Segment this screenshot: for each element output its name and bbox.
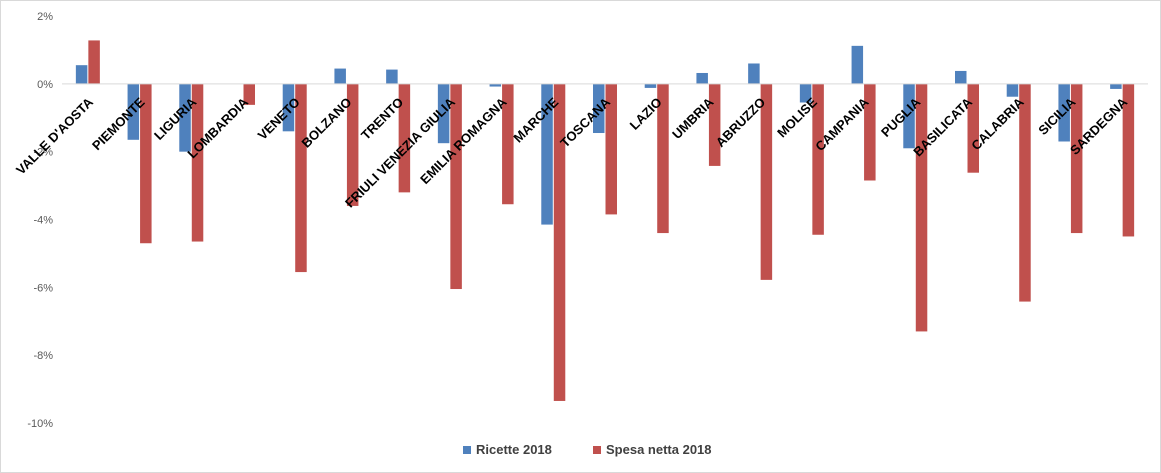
category-label: TOSCANA xyxy=(557,94,613,150)
category-label: PIEMONTE xyxy=(89,94,148,153)
legend-swatch-0 xyxy=(463,446,471,454)
spesa-bar-10 xyxy=(605,83,617,215)
spesa-bar-16 xyxy=(915,83,928,332)
ricette-bar-10 xyxy=(593,83,605,134)
spesa-bar-6 xyxy=(398,83,411,193)
ricette-bar-7 xyxy=(437,83,450,144)
category-label: ABRUZZO xyxy=(713,95,769,151)
spesa-bar-1 xyxy=(140,83,152,244)
spesa-bar-8 xyxy=(502,83,514,205)
legend-label-0: Ricette 2018 xyxy=(476,442,552,457)
ricette-bar-12 xyxy=(696,72,708,84)
ricette-bar-15 xyxy=(851,45,864,84)
ricette-bar-1 xyxy=(127,83,140,140)
spesa-bar-18 xyxy=(1019,83,1031,302)
spesa-bar-20 xyxy=(1122,83,1135,237)
y-tick-label: 0% xyxy=(37,79,53,91)
legend-label-1: Spesa netta 2018 xyxy=(606,442,712,457)
ricette-bar-4 xyxy=(282,83,295,132)
spesa-bar-15 xyxy=(864,83,876,181)
ricette-bar-19 xyxy=(1058,83,1070,142)
ricette-bar-17 xyxy=(955,70,967,84)
ricette-bar-5 xyxy=(334,68,346,84)
ricette-bar-16 xyxy=(903,83,915,149)
y-tick-label: -10% xyxy=(27,418,53,430)
spesa-bar-5 xyxy=(346,83,359,206)
spesa-bar-19 xyxy=(1070,83,1083,234)
spesa-bar-12 xyxy=(708,83,721,166)
ricette-bar-14 xyxy=(799,83,812,103)
spesa-bar-4 xyxy=(295,83,307,273)
category-label: EMILIA ROMAGNA xyxy=(417,94,510,187)
ricette-bar-20 xyxy=(1110,83,1122,89)
spesa-bar-7 xyxy=(450,83,462,290)
y-tick-label: -4% xyxy=(33,215,53,227)
spesa-bar-13 xyxy=(760,83,773,280)
spesa-bar-11 xyxy=(657,83,669,234)
y-tick-label: -8% xyxy=(33,350,53,362)
ricette-bar-6 xyxy=(386,69,398,84)
spesa-bar-2 xyxy=(191,83,204,242)
category-label: BOLZANO xyxy=(298,95,354,151)
legend-swatch-1 xyxy=(593,446,601,454)
ricette-bar-0 xyxy=(75,65,88,84)
spesa-bar-14 xyxy=(812,83,824,235)
ricette-bar-8 xyxy=(489,83,502,87)
ricette-bar-2 xyxy=(179,83,191,152)
spesa-bar-9 xyxy=(553,83,566,401)
y-tick-label: 2% xyxy=(37,11,53,23)
category-label: VALLE D'AOSTA xyxy=(13,94,96,177)
ricette-bar-13 xyxy=(748,63,760,84)
y-tick-label: -6% xyxy=(33,282,53,294)
y-tick-label: -2% xyxy=(33,147,53,159)
spesa-bar-17 xyxy=(967,83,979,173)
spesa-bar-3 xyxy=(243,83,255,105)
ricette-bar-11 xyxy=(644,83,657,88)
ricette-bar-9 xyxy=(541,83,553,225)
ricette-bar-18 xyxy=(1006,83,1019,97)
spesa-bar-0 xyxy=(88,40,100,84)
